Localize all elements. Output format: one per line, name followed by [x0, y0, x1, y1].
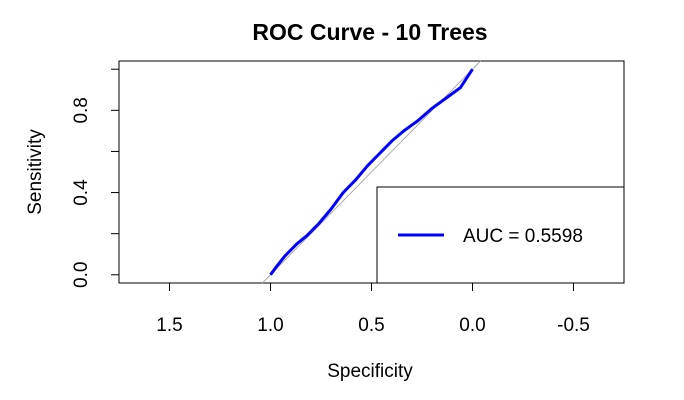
roc-curve — [269, 68, 474, 276]
series-layer — [262, 60, 481, 284]
x-tick-label: -0.5 — [557, 315, 590, 336]
x-axis: 1.5 1.0 0.5 0.0 -0.5 — [156, 282, 590, 336]
x-tick-label: 0.5 — [358, 315, 384, 336]
y-axis: 0.0 0.4 0.8 — [71, 68, 120, 288]
x-tick-label: 1.0 — [257, 315, 283, 336]
legend-label: AUC = 0.5598 — [463, 226, 583, 247]
y-tick-label: 0.8 — [71, 97, 92, 123]
x-tick-label: 0.0 — [459, 315, 485, 336]
x-axis-label: Specificity — [327, 361, 413, 382]
y-tick-label: 0.4 — [71, 179, 92, 206]
chart-title: ROC Curve - 10 Trees — [252, 19, 487, 45]
legend: AUC = 0.5598 — [376, 186, 625, 284]
x-tick-label: 1.5 — [156, 315, 182, 336]
y-axis-label: Sensitivity — [25, 129, 46, 215]
y-tick-label: 0.0 — [71, 262, 92, 288]
